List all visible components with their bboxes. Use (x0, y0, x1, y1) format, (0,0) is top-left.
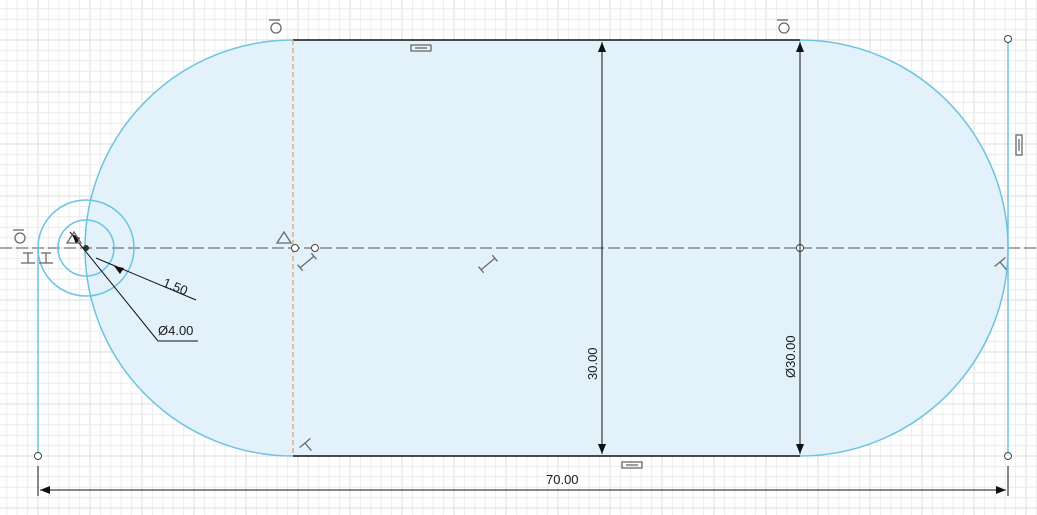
vertical-icon[interactable] (1015, 134, 1023, 156)
outer-ring-circle[interactable] (37, 199, 135, 297)
symmetry-icon[interactable] (478, 254, 498, 274)
horizontal-icon[interactable] (410, 44, 432, 52)
fix-icon[interactable] (39, 252, 53, 264)
arc-diameter-dimension-label[interactable]: Ø30.00 (783, 335, 798, 378)
midpoint-icon[interactable] (65, 230, 83, 244)
perpendicular-icon[interactable] (994, 257, 1012, 275)
arc-diameter-dimension[interactable] (796, 42, 804, 454)
length-dimension[interactable] (37, 466, 1009, 496)
height-dimension-label[interactable]: 30.00 (585, 347, 600, 380)
ring-offset-dimension[interactable] (95, 257, 197, 301)
length-dimension-label[interactable]: 70.00 (546, 472, 579, 487)
sketch-point[interactable] (1004, 35, 1012, 43)
horizontal-icon[interactable] (621, 461, 643, 469)
sketch-point[interactable] (34, 452, 42, 460)
sketch-point[interactable] (1004, 452, 1012, 460)
tangent-icon[interactable] (269, 19, 282, 34)
hole-diameter-dimension[interactable] (69, 231, 198, 342)
hole-diameter-dimension-label[interactable]: Ø4.00 (158, 323, 193, 338)
symmetry-icon[interactable] (297, 252, 317, 272)
sketch-point[interactable] (291, 244, 299, 252)
tangent-icon[interactable] (777, 19, 790, 34)
tangent-icon[interactable] (13, 229, 26, 244)
perpendicular-icon[interactable] (299, 438, 317, 456)
height-dimension[interactable] (598, 42, 606, 454)
constraint-glyphs[interactable] (13, 19, 1023, 469)
midpoint-icon[interactable] (275, 230, 293, 244)
fix-icon[interactable] (21, 252, 35, 264)
sketch-points[interactable] (34, 35, 1012, 460)
sketch-point[interactable] (311, 244, 319, 252)
hole-center[interactable] (83, 245, 89, 251)
hole-circle[interactable] (57, 219, 115, 277)
